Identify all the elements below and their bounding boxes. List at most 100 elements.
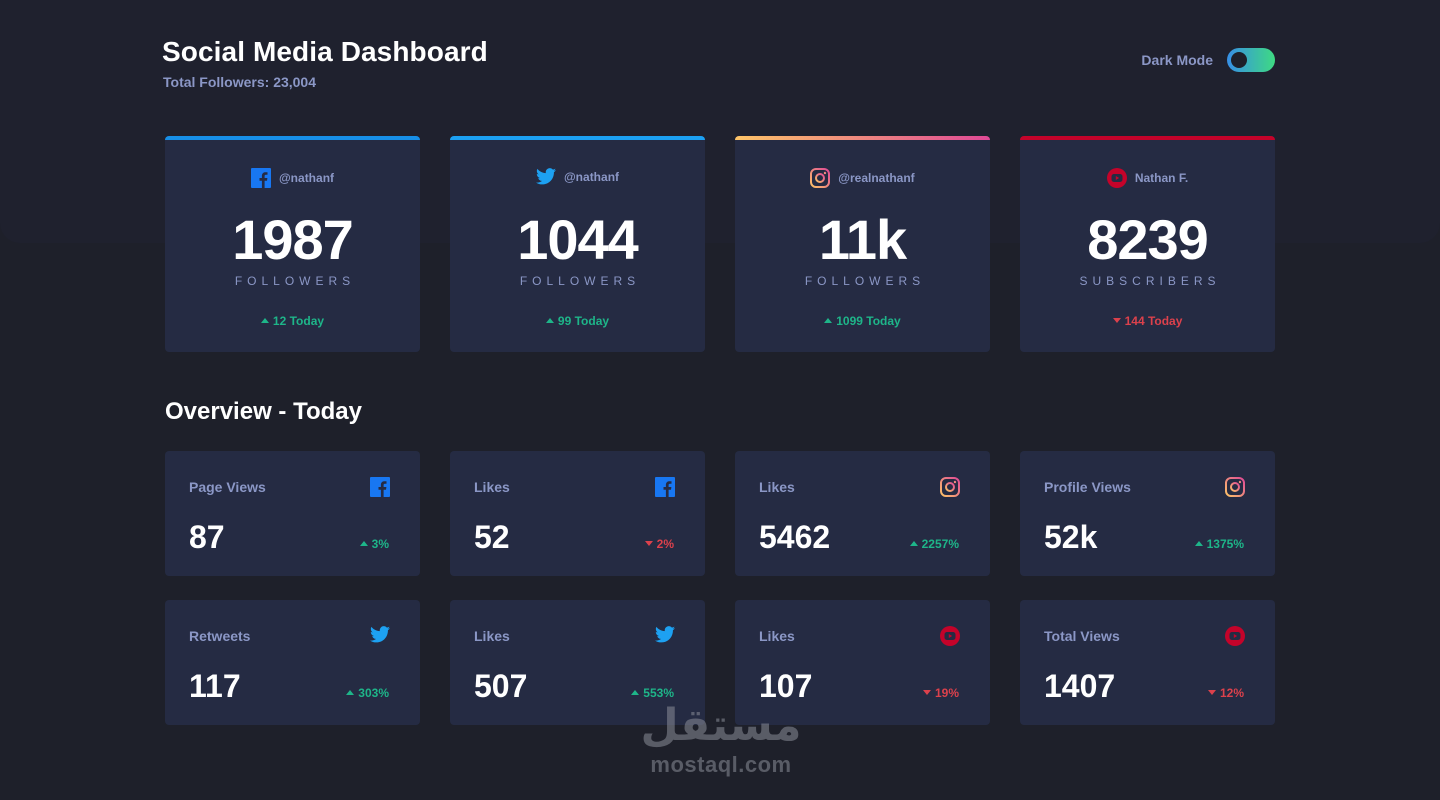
overview-card-facebook-page-views[interactable]: Page Views 87 3% xyxy=(165,451,420,576)
arrow-down-icon xyxy=(644,541,653,547)
dark-mode-control: Dark Mode xyxy=(1141,48,1275,72)
today-change-text: 99 Today xyxy=(557,314,610,328)
arrow-up-icon xyxy=(824,318,833,324)
metric-change-text: 303% xyxy=(358,686,389,700)
handle-row: @realnathanf xyxy=(735,168,990,188)
follower-unit: FOLLOWERS xyxy=(804,274,926,288)
metric-change: 303% xyxy=(346,686,389,700)
twitter-icon xyxy=(370,626,390,643)
dashboard: Social Media Dashboard Total Followers: … xyxy=(162,0,1275,800)
instagram-icon xyxy=(1225,477,1245,497)
handle-row: Nathan F. xyxy=(1020,168,1275,188)
today-change-text: 12 Today xyxy=(272,314,325,328)
twitter-icon xyxy=(655,626,675,643)
metric-change: 2257% xyxy=(909,537,959,551)
follower-unit: SUBSCRIBERS xyxy=(1079,274,1221,288)
youtube-icon xyxy=(1106,168,1127,188)
account-handle: @nathanf xyxy=(563,169,620,184)
facebook-icon xyxy=(370,477,390,497)
metric-change: 12% xyxy=(1207,686,1244,700)
metric-change-text: 1375% xyxy=(1206,537,1244,551)
metric-value: 507 xyxy=(474,668,528,704)
follower-count: 8239 xyxy=(1087,208,1209,271)
overview-card-twitter-likes[interactable]: Likes 507 553% xyxy=(450,600,705,725)
metric-label: Profile Views xyxy=(1044,479,1131,495)
metric-label: Page Views xyxy=(189,479,266,495)
metric-change-text: 553% xyxy=(643,686,674,700)
metric-label: Likes xyxy=(759,628,795,644)
metric-change: 553% xyxy=(631,686,674,700)
metric-label: Likes xyxy=(474,479,510,495)
arrow-up-icon xyxy=(260,318,269,324)
card-accent-bar xyxy=(165,136,420,140)
card-accent-bar xyxy=(735,136,990,140)
dark-mode-label: Dark Mode xyxy=(1141,52,1213,68)
metric-value: 117 xyxy=(189,668,241,704)
overview-card-youtube-likes[interactable]: Likes 107 19% xyxy=(735,600,990,725)
facebook-icon xyxy=(655,477,675,497)
metric-change-text: 2257% xyxy=(921,537,959,551)
follower-count: 1987 xyxy=(232,208,354,271)
overview-card-instagram-likes[interactable]: Likes 5462 2257% xyxy=(735,451,990,576)
arrow-down-icon xyxy=(922,690,931,696)
follower-count: 11k xyxy=(818,208,907,271)
metric-change: 19% xyxy=(922,686,959,700)
facebook-icon xyxy=(250,168,271,188)
metric-value: 5462 xyxy=(759,519,831,555)
follower-count: 1044 xyxy=(517,208,639,271)
page-title: Social Media Dashboard xyxy=(162,36,488,67)
metric-label: Total Views xyxy=(1044,628,1120,644)
metric-change-text: 19% xyxy=(934,686,959,700)
today-change-text: 1099 Today xyxy=(836,314,901,328)
total-followers: Total Followers: 23,004 xyxy=(163,74,317,90)
follower-card-twitter[interactable]: @nathanf 1044 FOLLOWERS 99 Today xyxy=(450,136,705,352)
overview-card-twitter-retweets[interactable]: Retweets 117 303% xyxy=(165,600,420,725)
account-handle: @nathanf xyxy=(278,171,335,185)
card-accent-bar xyxy=(450,136,705,140)
metric-label: Likes xyxy=(759,479,795,495)
follower-card-youtube[interactable]: Nathan F. 8239 SUBSCRIBERS 144 Today xyxy=(1020,136,1275,352)
account-handle: Nathan F. xyxy=(1134,171,1189,185)
arrow-up-icon xyxy=(909,541,918,547)
overview-card-facebook-likes[interactable]: Likes 52 2% xyxy=(450,451,705,576)
today-change: 99 Today xyxy=(450,314,705,328)
toggle-knob xyxy=(1231,52,1247,68)
today-change: 12 Today xyxy=(165,314,420,328)
twitter-icon xyxy=(535,168,556,185)
arrow-down-icon xyxy=(1207,690,1216,696)
today-change-text: 144 Today xyxy=(1124,314,1183,328)
instagram-icon xyxy=(810,168,831,188)
metric-value: 107 xyxy=(759,668,813,704)
metric-label: Likes xyxy=(474,628,510,644)
metric-value: 52k xyxy=(1044,519,1098,555)
watermark-arabic: مستقل xyxy=(640,700,802,751)
follower-card-instagram[interactable]: @realnathanf 11k FOLLOWERS 1099 Today xyxy=(735,136,990,352)
arrow-down-icon xyxy=(1112,318,1121,324)
handle-row: @nathanf xyxy=(450,168,705,185)
metric-change-text: 12% xyxy=(1219,686,1244,700)
arrow-up-icon xyxy=(359,541,368,547)
instagram-icon xyxy=(940,477,960,497)
arrow-up-icon xyxy=(346,690,355,696)
overview-card-instagram-profile-views[interactable]: Profile Views 52k 1375% xyxy=(1020,451,1275,576)
overview-card-youtube-total-views[interactable]: Total Views 1407 12% xyxy=(1020,600,1275,725)
metric-change: 2% xyxy=(644,537,674,551)
follower-cards: @nathanf 1987 FOLLOWERS 12 Today @nathan… xyxy=(165,136,1275,352)
metric-value: 1407 xyxy=(1044,668,1116,704)
card-accent-bar xyxy=(1020,136,1275,140)
youtube-icon xyxy=(1225,626,1245,646)
arrow-up-icon xyxy=(1194,541,1203,547)
follower-card-facebook[interactable]: @nathanf 1987 FOLLOWERS 12 Today xyxy=(165,136,420,352)
watermark: مستقل mostaql.com xyxy=(628,700,814,790)
dark-mode-toggle[interactable] xyxy=(1227,48,1275,72)
metric-change-text: 2% xyxy=(656,537,674,551)
follower-unit: FOLLOWERS xyxy=(234,274,356,288)
youtube-icon xyxy=(940,626,960,646)
metric-change: 1375% xyxy=(1194,537,1244,551)
metric-label: Retweets xyxy=(189,628,251,644)
handle-row: @nathanf xyxy=(165,168,420,188)
metric-change: 3% xyxy=(359,537,389,551)
today-change: 1099 Today xyxy=(735,314,990,328)
arrow-up-icon xyxy=(631,690,640,696)
account-handle: @realnathanf xyxy=(838,171,915,185)
